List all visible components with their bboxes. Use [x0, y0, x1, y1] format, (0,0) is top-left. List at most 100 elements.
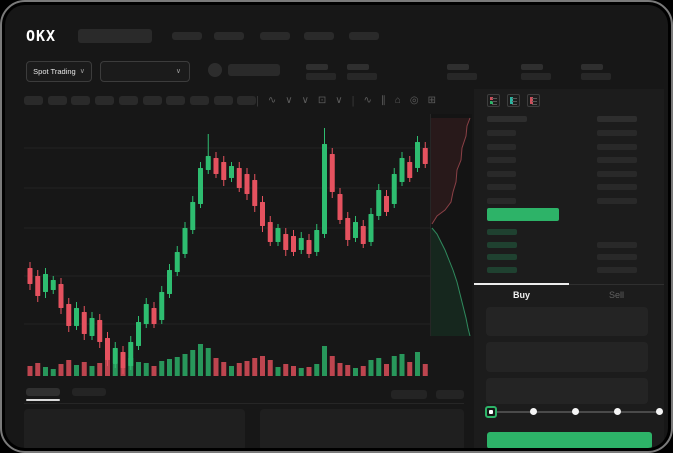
timeframe-button[interactable] — [237, 96, 257, 105]
bid-amount-placeholder[interactable] — [597, 254, 637, 260]
chevron-down-icon[interactable]: ∨ — [301, 95, 309, 106]
ticker-stat-placeholder — [521, 64, 551, 80]
timeframe-button[interactable] — [71, 96, 91, 105]
bid-amount-placeholder[interactable] — [597, 266, 637, 273]
indicators-icon[interactable]: ⊡ — [317, 95, 327, 106]
ask-amount-placeholder[interactable] — [597, 197, 637, 204]
ask-price-placeholder[interactable] — [487, 197, 516, 204]
trade-tabs: Buy Sell — [474, 283, 664, 306]
tab-buy[interactable]: Buy — [512, 290, 530, 300]
bottom-tab-2[interactable] — [72, 388, 106, 396]
nav-item-placeholder[interactable] — [214, 32, 244, 40]
stat-value-placeholder — [447, 73, 477, 80]
orderbook-header-price-col — [487, 116, 527, 122]
amount-slider[interactable] — [474, 403, 664, 421]
bottom-action-placeholder[interactable] — [436, 390, 464, 399]
bid-price-placeholder[interactable] — [487, 266, 517, 273]
market-type-label: Spot Trading — [33, 67, 76, 76]
orderbook-layout-split-icon[interactable] — [487, 94, 500, 107]
market-type-selector[interactable]: Spot Trading ∨ — [26, 61, 92, 82]
depth-chart[interactable] — [430, 114, 472, 336]
bottom-action-placeholder[interactable] — [391, 390, 427, 399]
bid-price-placeholder[interactable] — [487, 229, 517, 235]
open-orders-panel — [24, 409, 245, 449]
chevron-down-icon: ∨ — [175, 68, 181, 75]
total-input[interactable] — [486, 378, 648, 404]
bid-amount-placeholder[interactable] — [597, 241, 637, 248]
candlestick-chart[interactable] — [24, 112, 430, 380]
nav-item-placeholder[interactable] — [172, 32, 202, 40]
active-tab-indicator — [474, 283, 569, 285]
slider-step-dot[interactable] — [614, 408, 621, 415]
tab-sell[interactable]: Sell — [608, 290, 624, 300]
coin-avatar — [208, 63, 222, 77]
orderbook-layout-asks-icon[interactable] — [527, 94, 540, 107]
bid-price-placeholder[interactable] — [487, 241, 517, 248]
camera-icon[interactable]: ⌂ — [394, 95, 401, 106]
timeframe-button[interactable] — [118, 96, 138, 105]
ask-price-placeholder[interactable] — [487, 170, 516, 177]
ticker-stat-placeholder — [447, 64, 477, 80]
chart-type-icon[interactable]: ∿ — [267, 95, 277, 106]
ask-amount-placeholder[interactable] — [597, 184, 637, 190]
ask-price-placeholder[interactable] — [487, 184, 516, 190]
stat-value-placeholder — [347, 73, 377, 80]
bid-price-placeholder[interactable] — [487, 254, 517, 260]
buy-submit-button[interactable] — [487, 432, 652, 449]
timeframe-button[interactable] — [213, 96, 233, 105]
line-tools-icon[interactable]: ∿ — [363, 95, 372, 106]
ticker-stat-placeholder — [306, 64, 336, 80]
stat-label-placeholder — [306, 64, 328, 70]
fullscreen-icon[interactable]: ⊞ — [427, 95, 437, 106]
timeframe-button[interactable] — [142, 96, 162, 105]
order-history-panel — [260, 409, 464, 449]
chevron-down-icon[interactable]: ∨ — [335, 95, 343, 106]
stat-label-placeholder — [347, 64, 369, 70]
bottom-tab-underline — [26, 399, 60, 401]
pair-selector-dropdown[interactable]: ∨ — [100, 61, 190, 82]
amount-input[interactable] — [486, 342, 648, 372]
slider-step-dot[interactable] — [572, 408, 579, 415]
measure-icon[interactable]: ∥ — [380, 95, 386, 106]
ask-price-placeholder[interactable] — [487, 157, 516, 163]
slider-handle[interactable] — [485, 406, 497, 418]
okx-logo[interactable]: OKX — [26, 27, 57, 45]
timeframe-button[interactable] — [166, 96, 186, 105]
header-search-placeholder[interactable] — [78, 29, 152, 43]
alerts-icon[interactable]: ◎ — [409, 95, 419, 106]
orderbook-header-amount-col — [597, 116, 637, 122]
ask-amount-placeholder[interactable] — [597, 170, 637, 177]
nav-item-placeholder[interactable] — [304, 32, 334, 40]
ask-amount-placeholder[interactable] — [597, 130, 637, 136]
ask-amount-placeholder[interactable] — [597, 157, 637, 163]
nav-item-placeholder[interactable] — [260, 32, 290, 40]
ask-price-placeholder[interactable] — [487, 130, 516, 136]
stat-label-placeholder — [521, 64, 543, 70]
timeframe-button[interactable] — [24, 96, 43, 105]
orderbook-layout-bids-icon[interactable] — [507, 94, 520, 107]
timeframe-button[interactable] — [189, 96, 209, 105]
app-window: OKX Spot Trading ∨ ∨ | ∿ ∨ ∨ ⊡ ∨ | ∿ ∥ ⌂ ◎ ⊞ — [4, 4, 669, 449]
chevron-down-icon[interactable]: ∨ — [285, 95, 293, 106]
nav-item-placeholder[interactable] — [349, 32, 379, 40]
stat-label-placeholder — [581, 64, 603, 70]
tab-divider — [474, 284, 664, 285]
stat-value-placeholder — [306, 73, 336, 80]
ticker-stat-placeholder — [581, 64, 611, 80]
order-panel: Buy Sell — [474, 89, 664, 449]
divider: | — [351, 94, 355, 107]
timeframe-button[interactable] — [95, 96, 115, 105]
ask-price-placeholder[interactable] — [487, 143, 516, 150]
price-input[interactable] — [486, 307, 648, 336]
slider-step-dot[interactable] — [530, 408, 537, 415]
stat-value-placeholder — [581, 73, 611, 80]
chevron-down-icon: ∨ — [79, 68, 85, 75]
bottom-tab-active[interactable] — [26, 388, 60, 396]
chart-tools: | ∿ ∨ ∨ ⊡ ∨ | ∿ ∥ ⌂ ◎ ⊞ — [256, 93, 436, 108]
stat-label-placeholder — [447, 64, 469, 70]
ask-amount-placeholder[interactable] — [597, 143, 637, 150]
timeframe-button[interactable] — [47, 96, 67, 105]
last-price-bar[interactable] — [487, 208, 559, 221]
slider-step-dot[interactable] — [656, 408, 663, 415]
